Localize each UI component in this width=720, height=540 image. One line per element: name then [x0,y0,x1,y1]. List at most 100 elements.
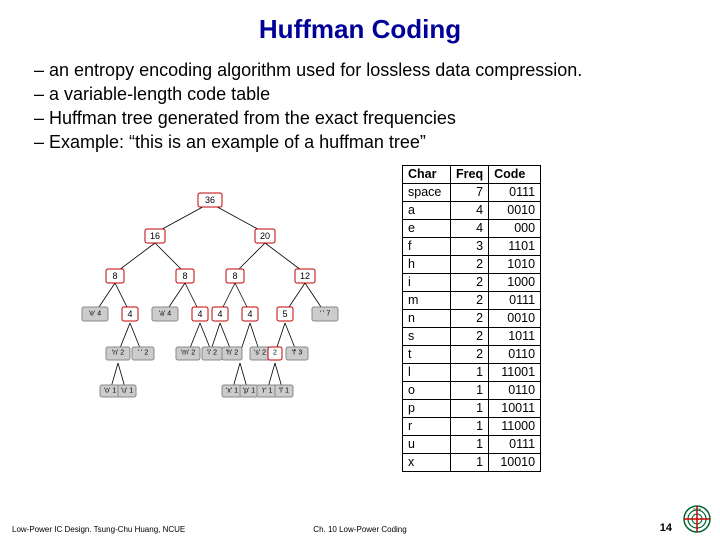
cell-char: r [403,418,451,436]
cell-char: m [403,292,451,310]
svg-text:4: 4 [247,309,252,319]
cell-char: a [403,202,451,220]
table-row: m20111 [403,292,541,310]
cell-freq: 2 [451,256,489,274]
cell-freq: 2 [451,346,489,364]
cell-char: space [403,184,451,202]
page-title: Huffman Coding [0,0,720,53]
cell-char: u [403,436,451,454]
bullet-item: Huffman tree generated from the exact fr… [34,107,700,130]
cell-code: 1010 [489,256,541,274]
huffman-table: Char Freq Code space70111a40010e4000f311… [402,165,541,472]
col-char: Char [403,166,451,184]
cell-code: 11001 [489,364,541,382]
ncue-logo-icon: NCUE [682,504,712,534]
cell-char: f [403,238,451,256]
cell-freq: 1 [451,436,489,454]
cell-code: 0111 [489,436,541,454]
table-row: f31101 [403,238,541,256]
cell-code: 0111 [489,292,541,310]
svg-text:'p' 1: 'p' 1 [243,388,256,395]
cell-char: i [403,274,451,292]
cell-code: 10011 [489,400,541,418]
bullet-list: an entropy encoding algorithm used for l… [0,53,720,154]
cell-freq: 7 [451,184,489,202]
svg-text:4: 4 [217,309,222,319]
cell-char: s [403,328,451,346]
col-freq: Freq [451,166,489,184]
svg-text:8: 8 [112,271,117,281]
cell-code: 0111 [489,184,541,202]
cell-code: 0010 [489,310,541,328]
table-row: space70111 [403,184,541,202]
cell-char: t [403,346,451,364]
svg-text:'s' 2: 's' 2 [254,350,266,357]
table-row: s21011 [403,328,541,346]
cell-code: 000 [489,220,541,238]
svg-text:8: 8 [182,271,187,281]
svg-text:'r' 1: 'r' 1 [262,388,273,395]
table-row: l111001 [403,364,541,382]
cell-code: 1101 [489,238,541,256]
footer-left: Low-Power IC Design. Tsung-Chu Huang, NC… [12,525,185,534]
svg-text:NCUE: NCUE [693,507,702,511]
page-number: 14 [660,522,672,534]
bullet-item: a variable-length code table [34,83,700,106]
table-row: o10110 [403,382,541,400]
cell-code: 11000 [489,418,541,436]
cell-char: x [403,454,451,472]
cell-freq: 2 [451,274,489,292]
cell-freq: 4 [451,220,489,238]
table-row: t20110 [403,346,541,364]
cell-char: n [403,310,451,328]
svg-text:'o' 1: 'o' 1 [104,388,117,395]
cell-freq: 1 [451,382,489,400]
cell-freq: 2 [451,328,489,346]
cell-freq: 1 [451,454,489,472]
table-row: p110011 [403,400,541,418]
table-row: n20010 [403,310,541,328]
cell-char: p [403,400,451,418]
cell-freq: 4 [451,202,489,220]
svg-text:'a' 4: 'a' 4 [159,311,172,318]
table-row: u10111 [403,436,541,454]
table-row: e4000 [403,220,541,238]
bullet-item: Example: “this is an example of a huffma… [34,131,700,154]
footer-mid: Ch. 10 Low-Power Coding [313,525,406,534]
cell-char: h [403,256,451,274]
cell-char: l [403,364,451,382]
svg-text:' ' 7: ' ' 7 [320,311,331,318]
cell-code: 0110 [489,346,541,364]
svg-text:4: 4 [127,309,132,319]
cell-freq: 1 [451,364,489,382]
svg-text:'e' 4: 'e' 4 [89,311,102,318]
col-code: Code [489,166,541,184]
svg-text:16: 16 [150,231,160,241]
svg-text:5: 5 [282,309,287,319]
cell-char: o [403,382,451,400]
svg-text:' ' 2: ' ' 2 [138,350,149,357]
table-row: x110010 [403,454,541,472]
svg-text:36: 36 [205,195,215,205]
table-header-row: Char Freq Code [403,166,541,184]
svg-text:'m' 2: 'm' 2 [181,350,195,357]
table-row: r111000 [403,418,541,436]
cell-freq: 1 [451,400,489,418]
huffman-tree-diagram: 36 16 20 8 8 8 12 'e' 4 4 'a' 4 4 4 [60,183,360,413]
cell-code: 1011 [489,328,541,346]
svg-text:'n' 2: 'n' 2 [112,350,125,357]
bullet-item: an entropy encoding algorithm used for l… [34,59,700,82]
cell-freq: 2 [451,310,489,328]
table-row: h21010 [403,256,541,274]
svg-text:12: 12 [300,271,310,281]
svg-text:'u' 1: 'u' 1 [121,388,134,395]
svg-text:'f' 3: 'f' 3 [292,350,303,357]
svg-text:4: 4 [197,309,202,319]
table-row: a40010 [403,202,541,220]
cell-freq: 3 [451,238,489,256]
cell-code: 0110 [489,382,541,400]
cell-freq: 2 [451,292,489,310]
cell-code: 1000 [489,274,541,292]
svg-text:2: 2 [273,350,277,357]
cell-code: 0010 [489,202,541,220]
